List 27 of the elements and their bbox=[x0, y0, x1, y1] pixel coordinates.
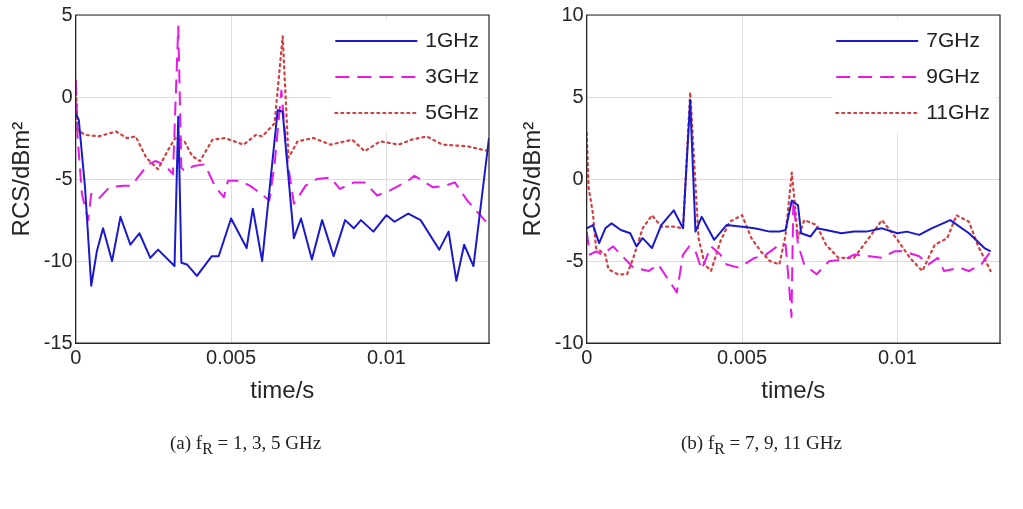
y-axis-title: RCS/dBm² bbox=[7, 121, 35, 237]
y-tick-label: 10 bbox=[561, 2, 584, 25]
line-series bbox=[586, 91, 992, 276]
y-tick-label: 0 bbox=[572, 166, 584, 189]
x-tick-label: 0.01 bbox=[877, 345, 917, 368]
y-axis-title: RCS/dBm² bbox=[518, 121, 546, 237]
y-tick-label: -5 bbox=[54, 166, 73, 189]
line-series bbox=[586, 199, 992, 318]
y-tick-label: 5 bbox=[61, 2, 73, 25]
legend-label: 11GHz bbox=[926, 99, 991, 123]
x-axis-title: time/s bbox=[250, 376, 315, 404]
legend-label: 5GHz bbox=[425, 99, 480, 123]
y-tick-label: -10 bbox=[43, 248, 73, 271]
x-tick-label: 0.01 bbox=[366, 345, 406, 368]
y-tick-label: 5 bbox=[572, 84, 584, 107]
legend-label: 7GHz bbox=[926, 27, 980, 51]
y-tick-label: 0 bbox=[61, 84, 73, 107]
y-tick-label: -5 bbox=[565, 248, 584, 271]
legend-label: 1GHz bbox=[425, 27, 480, 51]
text: (a) f$_{R}$ = 1, 3, 5 GHz bbox=[169, 432, 323, 458]
line-series bbox=[75, 35, 489, 171]
text: (b) f$_{R}$ = 7, 9, 11 GHz bbox=[680, 432, 843, 458]
x-axis-title: time/s bbox=[761, 376, 826, 404]
legend-label: 9GHz bbox=[926, 63, 980, 87]
x-tick-label: 0.005 bbox=[206, 345, 257, 368]
legend-label: 3GHz bbox=[425, 63, 480, 87]
x-tick-label: 0.005 bbox=[717, 345, 768, 368]
